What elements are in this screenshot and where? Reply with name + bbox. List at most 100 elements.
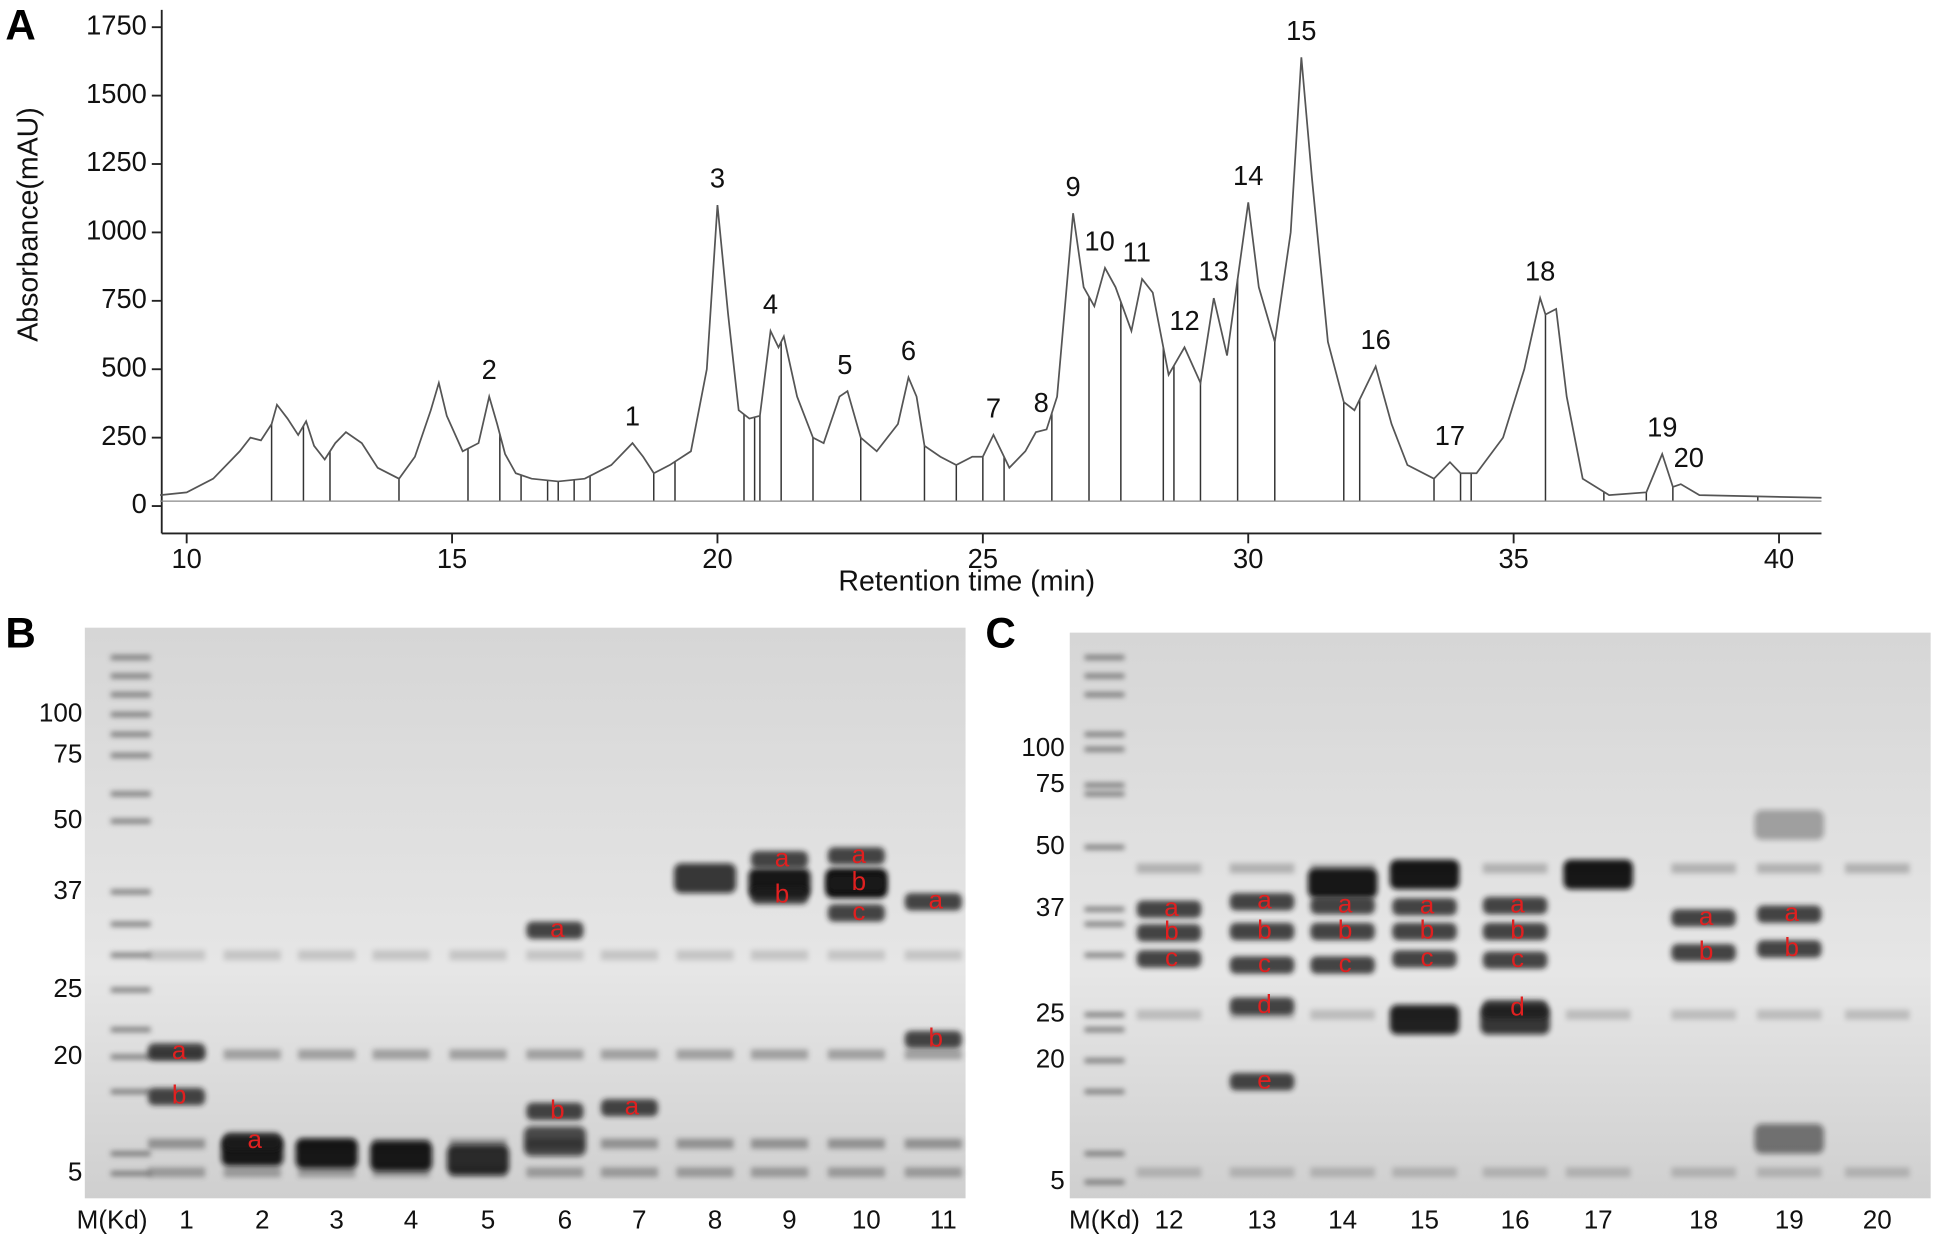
gel-band — [750, 1049, 809, 1060]
gel-band — [1482, 863, 1548, 874]
marker-label: 25 — [1036, 998, 1065, 1028]
band-letter: b — [1699, 936, 1713, 966]
gel-band — [750, 850, 809, 869]
gel-band — [827, 950, 885, 961]
gel-band — [827, 1167, 885, 1178]
gel-band — [298, 1049, 356, 1060]
gel-band — [827, 874, 885, 892]
gel-band — [1756, 1009, 1822, 1020]
lane-label: 10 — [852, 1205, 881, 1235]
band-letter: a — [550, 913, 565, 943]
band-letter: b — [929, 1022, 944, 1052]
gel-band — [1310, 1167, 1375, 1178]
lane-label: 3 — [329, 1205, 344, 1235]
band-letter: a — [172, 1035, 187, 1065]
ladder-band — [110, 1151, 151, 1157]
gel-band — [1482, 951, 1548, 969]
gel-band — [370, 1141, 433, 1172]
ladder-band — [1084, 952, 1125, 958]
ladder-band — [110, 889, 151, 895]
gel-band — [1392, 950, 1457, 968]
ladder-band — [110, 1027, 151, 1033]
peak-label: 5 — [837, 349, 852, 380]
ladder-band — [1084, 1012, 1125, 1018]
band-letter: b — [1510, 914, 1524, 944]
band-letter: a — [248, 1124, 263, 1154]
gel-band — [904, 893, 962, 911]
lane-label: 1 — [179, 1205, 194, 1235]
marker-label: 100 — [1021, 732, 1064, 762]
gel-band — [526, 921, 584, 940]
gel-band — [827, 904, 885, 922]
band-letter: c — [1421, 942, 1434, 972]
ladder-band — [1084, 654, 1125, 660]
band-letter: b — [1420, 914, 1434, 944]
lane-label: 19 — [1775, 1205, 1804, 1235]
band-letter: b — [1164, 916, 1179, 946]
ladder-band — [1084, 782, 1125, 788]
marker-label: 37 — [53, 875, 82, 905]
gel-band — [676, 1167, 734, 1178]
gel-band — [750, 950, 809, 961]
peak-label: 16 — [1360, 324, 1390, 355]
gel-band — [1310, 922, 1375, 941]
gel-band — [1136, 900, 1202, 918]
lane-label: 4 — [404, 1205, 419, 1235]
gel-band — [827, 1049, 885, 1060]
peak-label: 10 — [1084, 226, 1114, 257]
peak-label: 1 — [625, 401, 640, 432]
gel-band — [372, 1049, 430, 1060]
marker-label: 5 — [68, 1156, 83, 1186]
ladder-band — [110, 752, 151, 758]
marker-label: 25 — [53, 973, 82, 1003]
gel-band — [1754, 810, 1824, 840]
marker-label: 100 — [39, 697, 82, 727]
gel-band — [1756, 863, 1822, 874]
gel-band — [148, 1043, 206, 1061]
ladder-band — [1084, 1089, 1125, 1095]
marker-title: M(Kd) — [77, 1205, 148, 1235]
lane-label: 14 — [1328, 1205, 1357, 1235]
gel-band — [523, 1126, 586, 1157]
gel-band — [1756, 1167, 1822, 1178]
x-tick-label: 10 — [171, 543, 201, 574]
gel-band — [1392, 898, 1457, 916]
ladder-band — [1084, 1179, 1125, 1185]
ladder-band — [1084, 906, 1125, 912]
gel-band — [1389, 1004, 1460, 1035]
band-letter: e — [1257, 1065, 1272, 1095]
lane-label: 2 — [255, 1205, 270, 1235]
y-tick-label: 750 — [101, 283, 147, 314]
gel-band — [1229, 956, 1295, 974]
gel-band — [750, 1167, 809, 1178]
lane-label: 15 — [1410, 1205, 1439, 1235]
x-tick-label: 30 — [1233, 543, 1263, 574]
band-letter: b — [172, 1079, 187, 1109]
x-tick-label: 20 — [702, 543, 732, 574]
lane-label: 6 — [558, 1205, 573, 1235]
gel-band — [449, 1049, 507, 1060]
gel-band — [1310, 896, 1375, 915]
gel-band — [372, 1167, 430, 1178]
band-letter: c — [1511, 943, 1524, 973]
gel-band — [1671, 1009, 1736, 1020]
ladder-band — [110, 712, 151, 717]
gel-band — [1136, 1167, 1202, 1178]
gel-band — [1229, 997, 1295, 1015]
gel-band — [600, 950, 658, 961]
x-axis-title: Retention time (min) — [838, 565, 1095, 597]
band-letter: b — [550, 1094, 565, 1124]
ladder-band — [1084, 921, 1125, 927]
ladder-band — [110, 1171, 151, 1176]
lane-label: 9 — [782, 1205, 797, 1235]
gel-band — [827, 1138, 885, 1149]
gel-band — [1482, 896, 1548, 915]
ladder-band — [110, 692, 151, 698]
gel-band — [1229, 893, 1295, 911]
gel-band — [1310, 956, 1375, 974]
gel-band — [904, 950, 962, 961]
ladder-band — [1084, 692, 1125, 698]
marker-label: 5 — [1050, 1165, 1065, 1195]
